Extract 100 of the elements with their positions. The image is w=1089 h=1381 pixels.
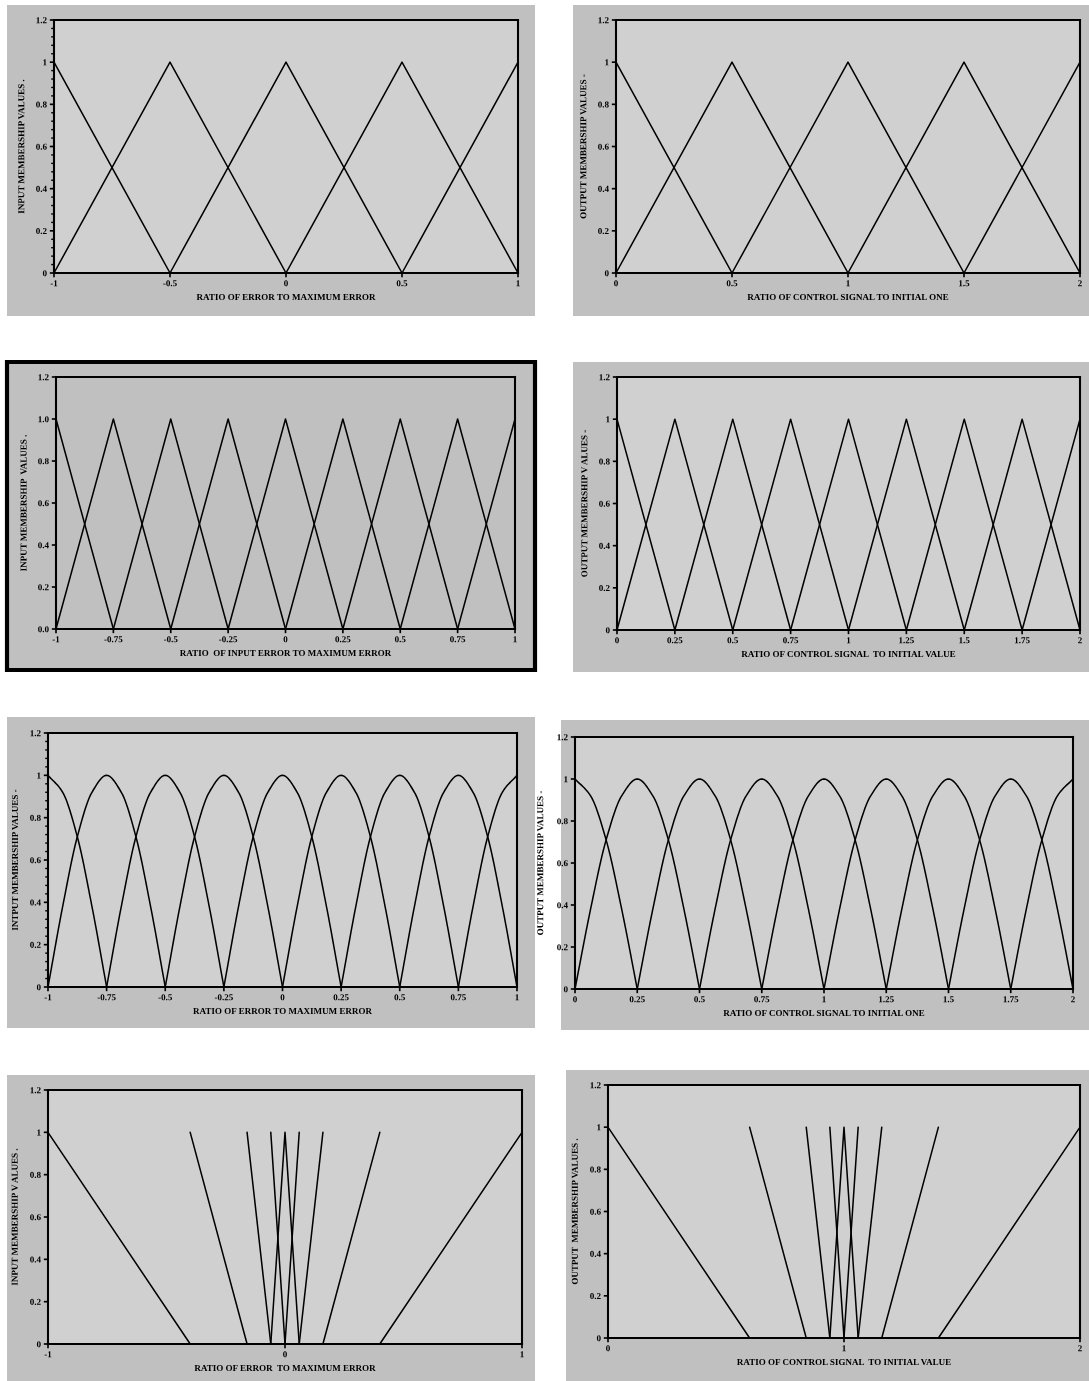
- y-tick-label: 0.2: [38, 584, 49, 591]
- x-axis-title: RATIO OF CONTROL SIGNAL TO INITIAL VALUE: [741, 650, 956, 658]
- x-tick-label: 0: [615, 637, 619, 644]
- y-tick-label: 0.6: [598, 143, 609, 150]
- y-tick-label: 0.4: [590, 1250, 601, 1257]
- y-tick-label: 0.8: [38, 458, 49, 465]
- x-axis-title: RATIO OF CONTROL SIGNAL TO INITIAL ONE: [747, 293, 949, 301]
- y-tick-label: 0.4: [30, 1256, 41, 1263]
- y-tick-label: 1: [37, 1129, 41, 1136]
- x-tick-label: 0.5: [727, 637, 739, 644]
- y-tick-label: 1.2: [598, 17, 609, 24]
- y-axis-title: OUTPUT MEMBERSHIP VALUES .: [571, 1138, 578, 1285]
- y-tick-label: 0.4: [557, 902, 568, 909]
- x-axis-title: RATIO OF CONTROL SIGNAL TO INITIAL ONE: [723, 1009, 925, 1017]
- y-tick-label: 0.8: [598, 101, 609, 108]
- y-axis-title: OUTPUT MEMBERSHIP VALUES -: [580, 74, 587, 219]
- x-tick-label: 1: [513, 636, 517, 643]
- y-tick-label: 0.8: [599, 458, 610, 465]
- x-tick-label: 1: [846, 280, 850, 287]
- x-tick-label: -0.25: [214, 994, 233, 1001]
- y-tick-label: 0.2: [590, 1292, 601, 1300]
- x-tick-label: 0.75: [783, 637, 799, 644]
- x-tick-label: 0.75: [450, 994, 466, 1001]
- y-tick-label: 0.2: [598, 227, 609, 235]
- y-tick-label: 0: [605, 627, 610, 634]
- y-tick-label: 0.6: [590, 1208, 601, 1215]
- x-tick-label: 0.75: [450, 636, 466, 643]
- x-tick-label: 1: [842, 1345, 846, 1352]
- x-tick-label: 0: [573, 996, 577, 1003]
- y-tick-label: 0.2: [36, 227, 47, 235]
- x-axis-title: RATIO OF INPUT ERROR TO MAXIMUM ERROR: [179, 649, 392, 657]
- x-tick-label: 0: [283, 1351, 287, 1358]
- y-tick-label: 0.8: [36, 101, 47, 108]
- x-tick-label: 2: [1078, 280, 1082, 287]
- y-tick-label: 1.2: [599, 374, 610, 381]
- y-tick-label: 0.6: [30, 857, 41, 864]
- x-tick-label: 1.25: [899, 637, 914, 644]
- x-tick-label: 2: [1078, 637, 1082, 644]
- x-tick-label: 1: [846, 637, 851, 644]
- y-tick-label: 0: [36, 984, 41, 991]
- y-tick-label: 0.6: [557, 860, 568, 867]
- x-tick-label: 0.25: [629, 996, 645, 1003]
- y-tick-label: 1: [37, 772, 41, 779]
- y-tick-label: 0.4: [599, 542, 610, 549]
- y-tick-label: 0: [42, 270, 47, 277]
- x-tick-label: -1: [52, 636, 60, 643]
- y-tick-label: 0.8: [30, 1171, 41, 1178]
- y-tick-label: 0.0: [38, 626, 49, 633]
- x-tick-label: 1: [520, 1351, 524, 1358]
- y-axis-title: INTPUT MEMBERSHIP VALUES -: [11, 789, 19, 931]
- y-axis-title: INPUT MEMBERSHIP V ALUES .: [11, 1148, 18, 1286]
- x-axis-title: RATIO OF CONTROL SIGNAL TO INITIAL VALUE: [736, 1358, 951, 1366]
- x-tick-label: 0: [614, 280, 618, 287]
- x-tick-label: 0: [283, 636, 288, 643]
- x-tick-label: 1: [822, 996, 826, 1003]
- x-tick-label: -0.5: [163, 636, 178, 643]
- x-tick-label: 0: [284, 280, 288, 287]
- y-tick-label: 0.8: [30, 814, 41, 821]
- x-tick-label: -1: [50, 280, 58, 287]
- x-tick-label: 2: [1078, 1345, 1082, 1352]
- y-tick-label: 0.2: [30, 941, 41, 948]
- x-axis-title: RATIO OF ERROR TO MAXIMUM ERROR: [193, 1007, 373, 1015]
- x-axis-title: RATIO OF ERROR TO MAXIMUM ERROR: [194, 1364, 376, 1372]
- x-tick-label: 0.5: [396, 280, 408, 287]
- y-tick-label: 0: [604, 270, 609, 277]
- y-tick-label: 0.4: [30, 899, 41, 906]
- y-tick-label: 1.2: [557, 734, 568, 741]
- y-tick-label: 0.4: [38, 542, 49, 549]
- y-tick-label: 0.2: [599, 584, 610, 592]
- x-tick-label: 0.5: [394, 994, 406, 1001]
- y-tick-label: 0.6: [36, 143, 47, 150]
- x-tick-label: -0.75: [104, 636, 123, 643]
- x-tick-label: 0.25: [333, 994, 349, 1001]
- x-tick-label: 0.25: [335, 636, 351, 643]
- x-tick-label: -1: [44, 1351, 52, 1358]
- x-tick-label: 0.5: [694, 996, 705, 1003]
- x-axis-title: RATIO OF ERROR TO MAXIMUM ERROR: [196, 293, 376, 301]
- y-tick-label: 0: [596, 1335, 601, 1342]
- x-tick-label: 0.5: [394, 636, 406, 643]
- y-tick-label: 1.2: [38, 374, 49, 381]
- y-tick-label: 1.2: [590, 1082, 601, 1089]
- y-tick-label: 0.2: [30, 1298, 41, 1305]
- y-axis-title: INPUT MEMBERSHIP VALUES .: [20, 435, 27, 572]
- x-tick-label: 1.5: [959, 637, 970, 644]
- y-axis-title: OUTPUT MEMBERSHIP V ALUES -: [581, 430, 588, 577]
- y-tick-label: 1.2: [36, 17, 47, 24]
- y-tick-label: 1.2: [30, 730, 41, 737]
- y-tick-label: 0.6: [599, 500, 610, 507]
- x-tick-label: -0.5: [158, 994, 173, 1001]
- x-tick-label: 1: [516, 280, 520, 287]
- y-tick-label: 1: [606, 416, 610, 423]
- x-tick-label: 0.5: [726, 280, 738, 287]
- x-tick-label: 0: [280, 994, 285, 1001]
- x-tick-label: 1.5: [959, 280, 970, 287]
- x-tick-label: 1.75: [1014, 637, 1030, 644]
- y-tick-label: 0.2: [557, 944, 568, 951]
- x-tick-label: 2: [1071, 996, 1075, 1003]
- x-tick-label: 1.25: [879, 996, 894, 1003]
- y-tick-label: 1: [597, 1124, 601, 1131]
- y-tick-label: 1: [564, 776, 568, 783]
